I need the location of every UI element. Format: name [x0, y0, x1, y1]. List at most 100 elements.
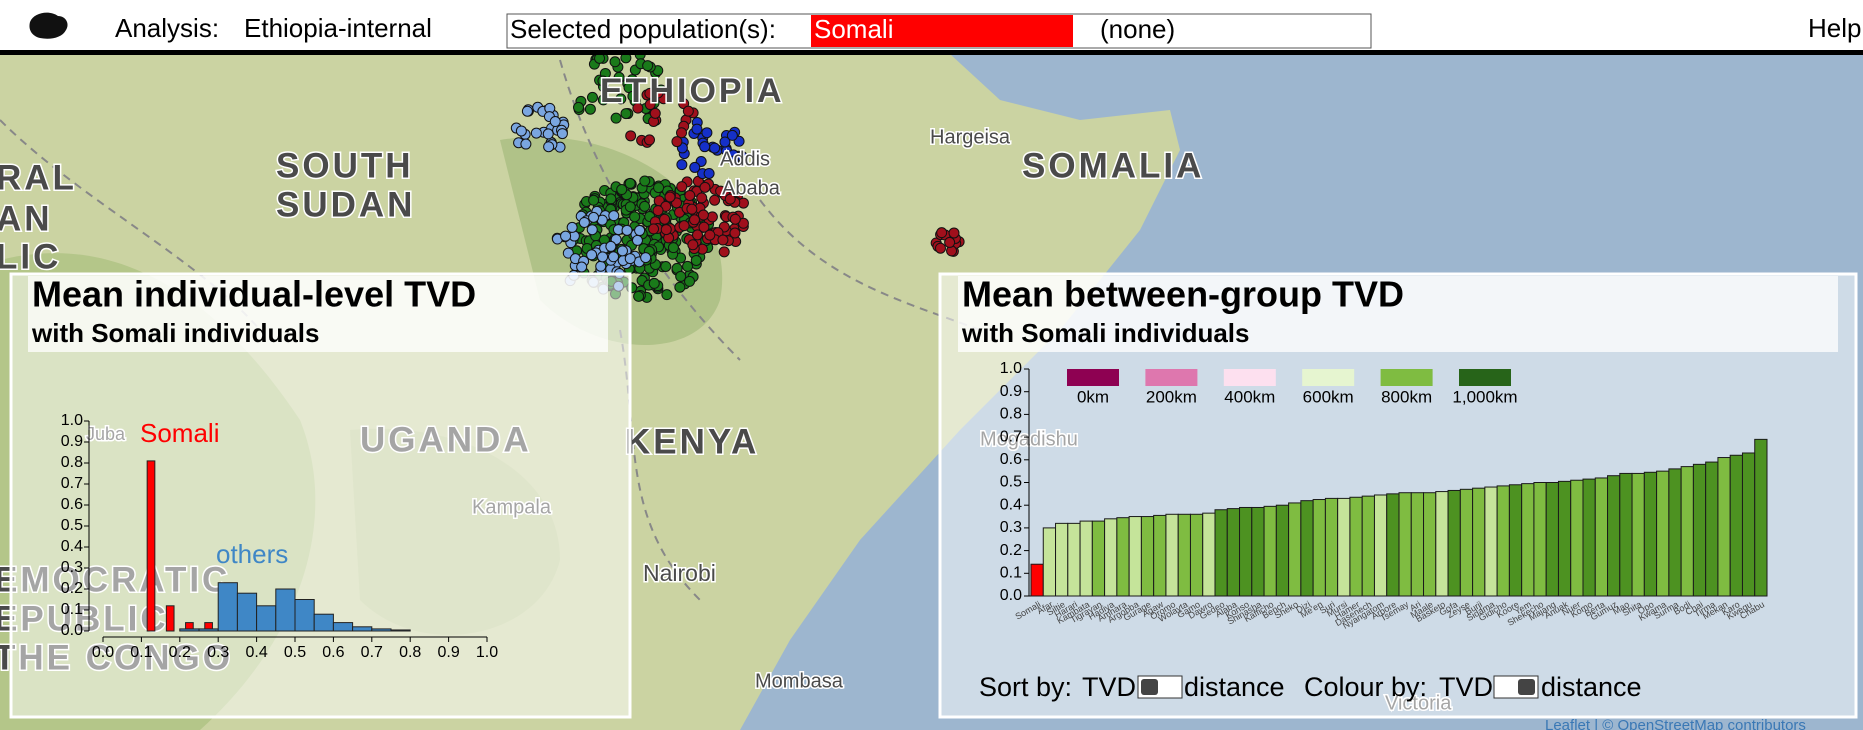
chart-title: Mean between-group TVD	[962, 274, 1404, 315]
sample-dot	[676, 159, 688, 171]
legend-swatch	[1302, 369, 1355, 386]
bar	[1582, 478, 1596, 597]
bar	[1079, 520, 1093, 597]
histogram-bar	[198, 628, 219, 632]
bar	[1656, 470, 1670, 597]
sample-dot	[704, 229, 716, 241]
bar	[1239, 506, 1253, 597]
colour-option[interactable]: TVD	[1439, 672, 1493, 702]
sort-label: Sort by:	[979, 672, 1072, 702]
sample-dot	[667, 242, 679, 254]
bar	[1398, 492, 1412, 597]
bar	[1324, 497, 1339, 597]
sample-dot	[690, 254, 702, 266]
sample-dot	[616, 245, 628, 257]
histogram-bar	[294, 599, 315, 632]
map-label: Nairobi	[643, 560, 716, 586]
map-label: Mombasa	[755, 670, 844, 692]
histogram-bar	[390, 629, 411, 632]
sample-dot	[578, 216, 590, 228]
sample-dot	[625, 130, 637, 142]
bar	[1631, 472, 1645, 597]
legend-label: 0km	[1077, 387, 1109, 406]
bar	[1643, 471, 1658, 597]
bar	[1116, 517, 1130, 597]
bar	[1177, 513, 1191, 597]
sample-dot	[675, 270, 687, 282]
sample-dot	[948, 227, 960, 239]
colour-label: Colour by:	[1304, 672, 1427, 702]
sample-dot	[586, 224, 598, 236]
map-label: Addis	[720, 148, 770, 170]
chart-title: Mean individual-level TVD	[32, 274, 476, 315]
y-tick-label: 0.4	[61, 538, 83, 555]
histogram-bar	[236, 592, 258, 632]
y-tick-label: 0.6	[1000, 451, 1022, 468]
bar	[1226, 508, 1241, 597]
header-rule	[0, 50, 1863, 55]
bar	[1042, 527, 1057, 597]
sort-option[interactable]: TVD	[1082, 672, 1136, 702]
help-link[interactable]: Help	[1808, 13, 1861, 43]
sample-dot	[584, 103, 596, 115]
legend-swatch	[1223, 369, 1276, 386]
bar	[1472, 487, 1486, 597]
sample-dot	[717, 234, 729, 246]
sample-dot	[684, 275, 696, 287]
sample-dot	[620, 108, 632, 120]
bar	[1717, 457, 1731, 597]
y-tick-label: 0.2	[1000, 542, 1022, 559]
histogram-bar	[256, 605, 277, 632]
sample-dot	[691, 123, 703, 135]
sample-dot	[586, 249, 598, 261]
sample-dot	[586, 91, 598, 103]
sample-dot	[701, 127, 713, 139]
sample-dot	[610, 112, 622, 124]
sample-dot	[624, 253, 636, 265]
sample-dot	[676, 127, 688, 139]
sample-dot	[640, 252, 652, 264]
y-tick-label: 0.3	[1000, 519, 1022, 536]
sample-dot	[605, 240, 617, 252]
sample-dot	[642, 60, 654, 72]
sample-dot	[644, 87, 656, 99]
bar	[1153, 514, 1167, 597]
sample-dot	[660, 260, 672, 272]
sample-dot	[699, 141, 711, 153]
bar	[1607, 475, 1621, 597]
sort-option[interactable]: distance	[1184, 672, 1285, 702]
bar	[1030, 563, 1044, 597]
sample-dot	[643, 134, 655, 146]
logo[interactable]	[29, 12, 68, 39]
x-tick-label: 0.9	[437, 644, 459, 661]
sample-dot	[543, 141, 555, 153]
sample-dot	[687, 239, 699, 251]
histogram-bar	[217, 582, 238, 632]
sample-dot	[686, 203, 698, 215]
legend-label: 800km	[1381, 387, 1432, 406]
y-tick-label: 0.2	[61, 580, 83, 597]
bar	[1104, 518, 1118, 597]
bar	[1741, 452, 1756, 597]
map-label: RAL	[0, 158, 77, 197]
toggle-knob	[1141, 679, 1158, 695]
selected-name: Somali	[814, 14, 893, 44]
selected-label: Selected population(s):	[510, 14, 776, 44]
x-tick-label: 0.3	[207, 644, 229, 661]
y-tick-label: 0.8	[1000, 406, 1022, 423]
bar	[1214, 509, 1228, 597]
bar	[1386, 493, 1400, 597]
y-tick-label: 0.1	[61, 601, 83, 618]
y-tick-label: 0.7	[1000, 428, 1022, 445]
histogram-bar	[332, 622, 354, 632]
bar	[1435, 491, 1449, 597]
map-label: SOMALIA	[1022, 146, 1204, 185]
sample-dot	[699, 181, 711, 193]
sample-dot	[595, 260, 607, 272]
colour-option[interactable]: distance	[1541, 672, 1642, 702]
chart-subtitle: with Somali individuals	[961, 318, 1250, 348]
selected-chip[interactable]	[811, 15, 1073, 47]
bar	[1754, 438, 1768, 597]
left-panel: Mean individual-level TVD with Somali in…	[9, 272, 632, 719]
series-label: others	[216, 539, 288, 569]
